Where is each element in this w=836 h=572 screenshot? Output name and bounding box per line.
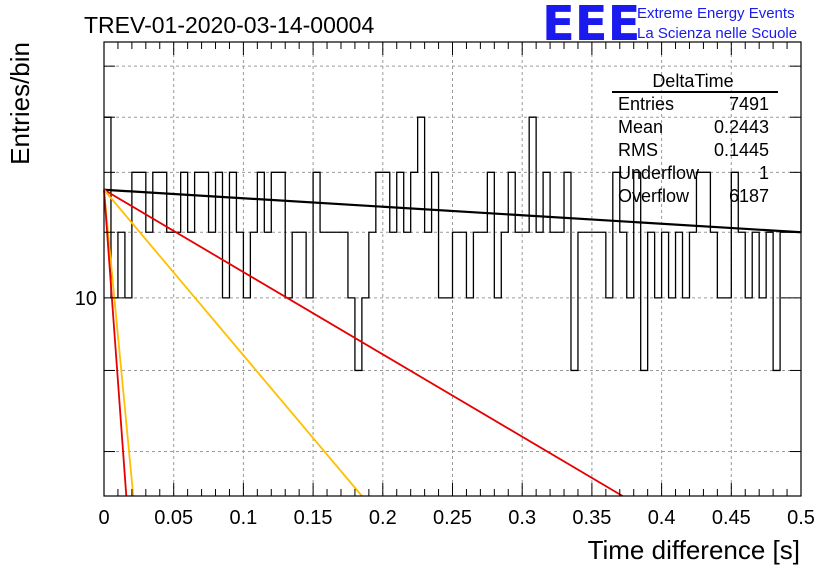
stats-label: Overflow — [618, 186, 690, 206]
stats-box: DeltaTime Entries 7491 Mean 0.2443 RMS 0.1445… — [612, 71, 778, 206]
x-tick-label: 0.45 — [712, 507, 751, 529]
logo-line1: Extreme Energy Events — [637, 5, 795, 22]
grid-lines — [104, 42, 801, 496]
y-axis-title: Entries/bin — [5, 42, 35, 165]
stats-value: 6187 — [729, 186, 769, 206]
x-tick-label: 0.4 — [648, 507, 676, 529]
x-tick-labels: 0 0.05 0.1 0.15 0.2 0.25 0.3 0.35 0.4 0.45 0.5 — [98, 507, 814, 529]
y-tick-label: 10 — [75, 288, 97, 310]
stats-label: Entries — [618, 94, 674, 114]
x-tick-label: 0.35 — [572, 507, 611, 529]
stats-value: 0.1445 — [714, 140, 769, 160]
fit-line-1 — [103, 188, 624, 497]
fit-lines — [103, 188, 802, 497]
fit-line-2 — [103, 189, 363, 497]
stats-value: 7491 — [729, 94, 769, 114]
x-tick-label: 0.1 — [229, 507, 257, 529]
x-tick-label: 0.05 — [154, 507, 193, 529]
axis-ticks — [103, 42, 802, 496]
histogram-outline — [104, 116, 802, 372]
x-tick-label: 0.3 — [508, 507, 536, 529]
fit-line-0 — [103, 188, 802, 234]
x-tick-label: 0.2 — [369, 507, 397, 529]
y-tick-labels: 10 — [75, 288, 97, 310]
fit-line-3 — [103, 189, 135, 497]
x-axis-title: Time difference [s] — [588, 535, 800, 565]
stats-title: DeltaTime — [652, 71, 733, 91]
stats-label: Mean — [618, 117, 663, 137]
x-tick-label: 0.15 — [294, 507, 333, 529]
histogram — [104, 116, 802, 372]
x-tick-label: 0.5 — [787, 507, 815, 529]
x-tick-label: 0.25 — [433, 507, 472, 529]
x-tick-label: 0 — [98, 507, 109, 529]
stats-value: 0.2443 — [714, 117, 769, 137]
chart-title: TREV-01-2020-03-14-00004 — [84, 12, 374, 38]
stats-label: Underflow — [618, 163, 700, 183]
stats-value: 1 — [759, 163, 769, 183]
eee-logo: EEE Extreme Energy Events La Scienza nel… — [542, 0, 797, 52]
stats-label: RMS — [618, 140, 658, 160]
stats-rows: Entries 7491 Mean 0.2443 RMS 0.1445 Underflow 1… — [618, 94, 769, 206]
fit-line-4 — [103, 189, 128, 497]
logo-line2: La Scienza nelle Scuole — [637, 25, 797, 42]
